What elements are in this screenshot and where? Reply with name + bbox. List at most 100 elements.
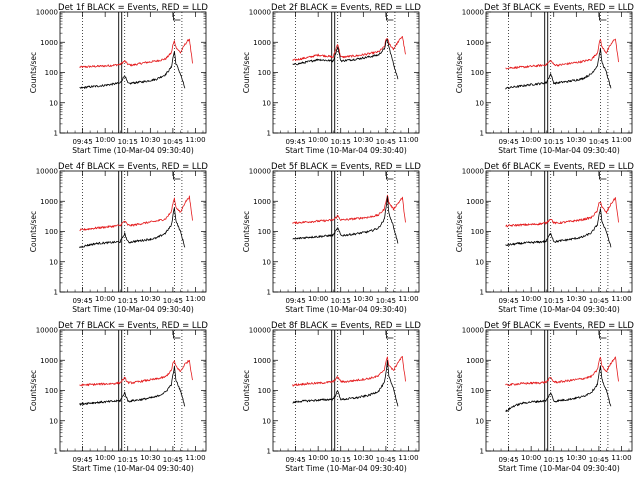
y-tick-label: 1	[267, 448, 271, 456]
series-events	[292, 360, 399, 407]
series-lld	[79, 195, 193, 232]
x-tick-label: 10:30	[353, 295, 373, 303]
x-tick-label: 09:45	[498, 297, 518, 305]
x-tick-label: 10:45	[163, 138, 183, 146]
x-tick-label: 10:45	[589, 456, 609, 464]
y-tick-label: 10	[49, 417, 58, 425]
y-tick-label: 10	[49, 99, 58, 107]
panel-det-5: Det 5f BLACK = Events, RED = LLD 1 10 100 10…	[242, 162, 421, 314]
y-tick-label: 1	[480, 130, 484, 138]
panel-det-7: Det 7f BLACK = Events, RED = LLD 1 10 100 10…	[29, 321, 208, 473]
series-events	[79, 207, 186, 249]
x-tick-label: 10:30	[566, 136, 586, 144]
x-tick-label: 09:45	[285, 456, 305, 464]
x-tick-label: 10:30	[140, 454, 160, 462]
y-tick-label: 1	[480, 289, 484, 297]
plot-frame	[59, 11, 207, 134]
x-tick-label: 10:45	[163, 297, 183, 305]
y-tick-label: 100	[258, 69, 271, 77]
x-axis-label: Start Time (10-Mar-04 09:30:40)	[498, 305, 620, 314]
y-axis-label: Counts/sec	[29, 211, 38, 252]
x-tick-label: 09:45	[72, 138, 92, 146]
panel-title: Det 1f BLACK = Events, RED = LLD	[58, 3, 208, 13]
x-tick-label: 09:45	[72, 456, 92, 464]
y-tick-label: 1000	[253, 198, 271, 206]
y-tick-label: 1000	[253, 357, 271, 365]
x-tick-label: 11:00	[398, 136, 418, 144]
x-axis-label: Start Time (10-Mar-04 09:30:40)	[498, 464, 620, 473]
series-events	[79, 365, 186, 407]
x-tick-label: 09:45	[285, 297, 305, 305]
x-tick-label: 10:00	[521, 136, 541, 144]
panel-title: Det 3f BLACK = Events, RED = LLD	[484, 3, 634, 13]
panel-title: Det 8f BLACK = Events, RED = LLD	[271, 321, 421, 331]
series-events	[292, 196, 399, 244]
y-axis-label: Counts/sec	[455, 211, 464, 252]
plot-frame	[59, 329, 207, 452]
x-tick-label: 11:00	[398, 454, 418, 462]
x-tick-label: 10:45	[376, 456, 396, 464]
y-tick-label: 10	[475, 258, 484, 266]
x-axis-label: Start Time (10-Mar-04 09:30:40)	[72, 305, 194, 314]
y-axis-label: Counts/sec	[29, 370, 38, 411]
x-tick-label: 10:15	[331, 297, 351, 305]
plot-frame	[272, 329, 420, 452]
series-events	[505, 208, 612, 248]
panel-det-2: Det 2f BLACK = Events, RED = LLD 1 10 100 10…	[242, 3, 421, 155]
y-tick-label: 10	[475, 99, 484, 107]
panel-det-6: Det 6f BLACK = Events, RED = LLD 1 10 100 10…	[455, 162, 634, 314]
series-lld	[505, 197, 619, 228]
step-marker	[385, 13, 394, 21]
x-tick-label: 10:15	[544, 456, 564, 464]
y-tick-label: 1000	[466, 39, 484, 47]
x-tick-label: 11:00	[611, 454, 631, 462]
step-marker	[598, 13, 607, 21]
y-tick-label: 1000	[40, 198, 58, 206]
x-tick-label: 10:00	[308, 295, 328, 303]
x-tick-label: 10:00	[521, 295, 541, 303]
plot-frame	[485, 329, 633, 452]
x-tick-label: 10:30	[353, 136, 373, 144]
panel-det-9: Det 9f BLACK = Events, RED = LLD 1 10 100 10…	[455, 321, 634, 473]
x-tick-label: 10:30	[566, 295, 586, 303]
x-tick-label: 10:30	[140, 295, 160, 303]
step-marker	[385, 331, 394, 339]
plot-frame	[272, 11, 420, 134]
panel-title: Det 2f BLACK = Events, RED = LLD	[271, 3, 421, 13]
y-tick-label: 1000	[40, 357, 58, 365]
x-tick-label: 10:00	[521, 454, 541, 462]
y-tick-label: 10000	[462, 327, 484, 335]
x-tick-label: 10:00	[308, 136, 328, 144]
y-axis-label: Counts/sec	[242, 370, 251, 411]
series-lld	[505, 356, 619, 387]
x-tick-label: 10:30	[353, 454, 373, 462]
y-tick-label: 1	[480, 448, 484, 456]
y-axis-label: Counts/sec	[242, 52, 251, 93]
panel-title: Det 7f BLACK = Events, RED = LLD	[58, 321, 208, 331]
x-tick-label: 10:45	[376, 138, 396, 146]
x-tick-label: 10:15	[118, 297, 138, 305]
x-tick-label: 11:00	[185, 454, 205, 462]
x-tick-label: 10:45	[163, 456, 183, 464]
y-tick-label: 10	[475, 417, 484, 425]
y-tick-label: 10	[49, 258, 58, 266]
y-tick-label: 1000	[466, 357, 484, 365]
y-tick-label: 100	[258, 387, 271, 395]
series-lld	[292, 194, 406, 225]
panel-det-8: Det 8f BLACK = Events, RED = LLD 1 10 100 10…	[242, 321, 421, 473]
plot-frame	[272, 170, 420, 293]
panel-title: Det 6f BLACK = Events, RED = LLD	[484, 162, 634, 172]
x-tick-label: 10:45	[589, 297, 609, 305]
panel-det-1: Det 1f BLACK = Events, RED = LLD 1 10 100 10…	[29, 3, 208, 155]
y-tick-label: 10000	[36, 9, 58, 17]
y-tick-label: 1	[267, 289, 271, 297]
x-tick-label: 10:15	[118, 138, 138, 146]
y-tick-label: 10000	[249, 9, 271, 17]
x-tick-label: 10:15	[544, 297, 564, 305]
x-tick-label: 10:00	[308, 454, 328, 462]
series-events	[505, 47, 612, 90]
step-marker	[598, 331, 607, 339]
step-marker	[598, 172, 607, 180]
series-lld	[79, 359, 193, 387]
